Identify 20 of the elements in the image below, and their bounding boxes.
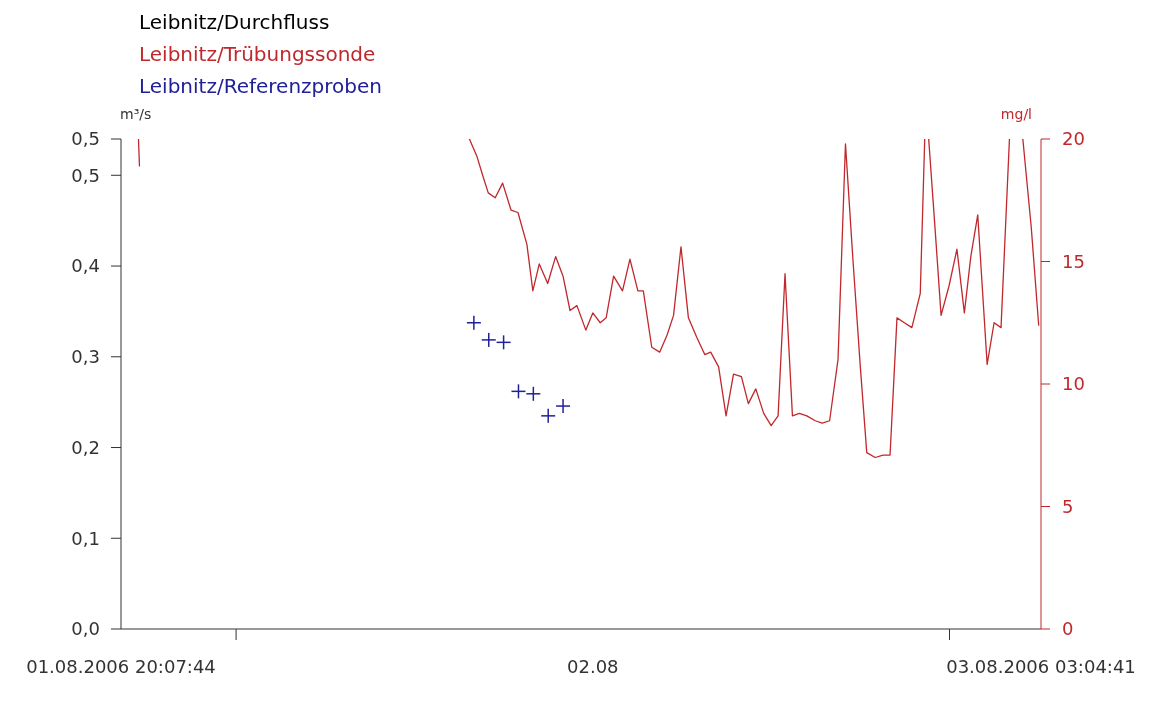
y2-tick-label: 15 [1062, 250, 1085, 272]
text: Leibnitz/Referenzproben [139, 73, 382, 100]
y-tick-label: 0,4 [71, 255, 100, 277]
y2-tick-label: 0 [1062, 618, 1074, 640]
y-tick-label: 0,5 [71, 128, 100, 150]
y-axis-title: m³/s [120, 106, 152, 122]
text: Leibnitz/Trübungssonde [139, 41, 377, 68]
y-tick-label: 0,5 [71, 164, 100, 186]
x-tick-label: 02.08 [567, 656, 619, 677]
y-tick-label: 0,2 [71, 436, 100, 458]
y-tick-label: 0,3 [71, 346, 100, 368]
x-tick-label: 01.08.2006 20:07:44 [26, 656, 216, 677]
y2-tick-label: 10 [1062, 373, 1085, 395]
y2-tick-label: 5 [1062, 495, 1074, 517]
legend-label: Leibnitz/Durchfluss [139, 9, 331, 36]
y2-axis-title: mg/l [1000, 106, 1032, 122]
x-tick-label: 03.08.2006 03:04:41 [946, 656, 1136, 677]
y-tick-label: 0,1 [71, 527, 100, 549]
y-tick-label: 0,0 [71, 618, 100, 640]
y2-tick-label: 20 [1062, 128, 1085, 150]
